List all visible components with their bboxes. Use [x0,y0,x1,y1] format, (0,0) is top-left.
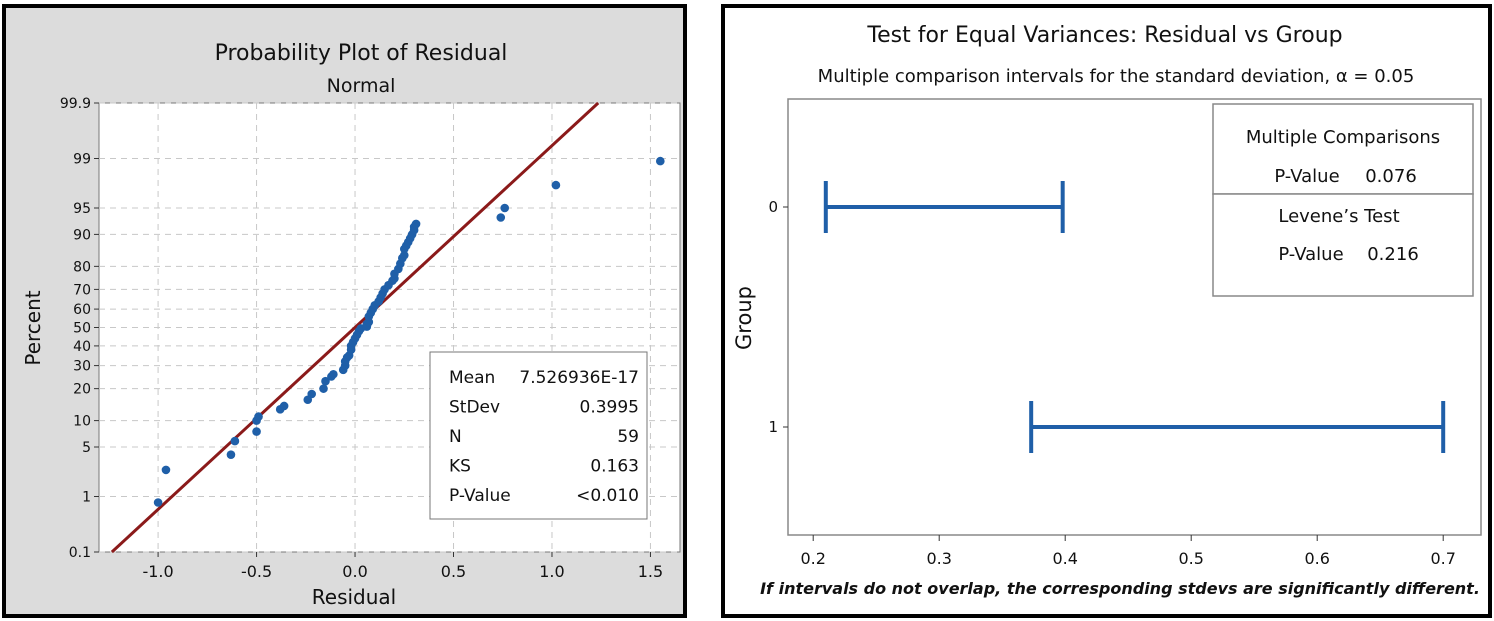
y-tick-labels: 0.1 1 5 10 20 30 40 50 60 70 80 90 95 99 99.9 [60,96,99,561]
data-point [319,384,328,393]
data-point [307,389,317,399]
y-axis-label: Percent [21,290,45,365]
probability-plot-panel: Probability Plot of Residual Normal 0.1 1… [2,4,687,618]
stats-value: 0.3995 [580,398,639,418]
intervals [823,181,1446,453]
stats-value: <0.010 [576,486,639,506]
data-point [329,369,338,379]
data-point [411,219,421,229]
data-point [226,450,236,459]
data-point [656,156,665,166]
stats-value: 7.526936E-17 [519,368,639,388]
y-tick-label: 80 [73,259,91,275]
x-tick-labels: 0.2 0.3 0.4 0.5 0.6 0.7 [800,535,1456,568]
y-axis-label: Group [732,286,756,350]
y-tick-label: 99.9 [60,96,91,112]
levenes-test-title: Levene’s Test [1278,206,1399,227]
y-tick-label: 90 [73,227,91,243]
x-tick-label: 0.5 [1178,549,1203,568]
stats-label: Mean [449,368,495,388]
data-point [496,213,506,222]
y-tick-label: 40 [73,339,91,355]
stats-label: StDev [449,398,500,418]
x-tick-label: 1.5 [638,562,663,581]
y-tick-label: 50 [73,321,91,337]
y-tick-label: 0.1 [69,545,91,561]
probability-plot-svg: Probability Plot of Residual Normal 0.1 1… [21,41,681,609]
stats-rows: Mean 7.526936E-17 StDev 0.3995 N 59 KS 0.163 P-V… [449,368,639,506]
y-tick-label: 0 [768,198,778,216]
y-tick-label: 5 [82,440,91,456]
stats-label: KS [449,457,471,477]
x-tick-labels: -1.0 -0.5 0.0 0.5 1.0 1.5 [142,552,663,581]
y-tick-labels: 01 [768,198,788,436]
data-point [252,427,261,436]
x-tick-label: 0.6 [1304,549,1329,568]
stats-value: 59 [617,427,639,447]
x-tick-label: 0.7 [1430,549,1455,568]
data-point [399,250,409,260]
x-tick-label: 0.2 [800,549,825,568]
data-point [230,436,240,446]
levenes-test-box [1212,193,1474,297]
chart-title: Probability Plot of Residual [215,41,508,66]
multiple-comparisons-box [1212,103,1474,195]
x-tick-label: 0.0 [342,562,367,581]
x-tick-label: -0.5 [241,562,272,581]
data-point [551,180,561,190]
y-tick-label: 99 [73,151,91,167]
data-point [321,376,330,386]
stats-value: 0.163 [590,457,639,477]
stats-label: P-Value [449,486,511,506]
y-tick-label: 20 [73,382,91,398]
y-tick-label: 1 [768,418,778,436]
y-tick-label: 70 [73,282,91,298]
data-point [279,401,289,411]
chart-subtitle: Normal [327,75,396,97]
chart-subtitle: Multiple comparison intervals for the st… [818,66,1415,87]
multiple-comparisons-value: 0.076 [1365,166,1417,187]
multiple-comparisons-label: P-Value [1274,166,1339,187]
y-tick-label: 60 [73,302,91,318]
y-tick-label: 95 [73,201,91,217]
data-points [153,156,665,507]
equal-variances-svg: Test for Equal Variances: Residual vs Gr… [732,23,1482,598]
x-tick-label: -1.0 [142,562,173,581]
fit-line [110,101,600,554]
x-tick-label: 0.3 [926,549,951,568]
y-tick-label: 10 [73,414,91,430]
multiple-comparisons-title: Multiple Comparisons [1246,127,1440,148]
y-tick-label: 30 [73,359,91,375]
data-point [500,203,510,213]
stats-label: N [449,427,462,447]
data-point [254,412,263,421]
chart-title: Test for Equal Variances: Residual vs Gr… [866,23,1342,48]
equal-variances-panel: Test for Equal Variances: Residual vs Gr… [721,4,1492,618]
levenes-test-label: P-Value [1278,244,1343,265]
data-point [161,465,171,475]
data-point [153,498,163,507]
x-tick-label: 0.4 [1052,549,1077,568]
footnote: If intervals do not overlap, the corresp… [760,579,1480,598]
x-tick-label: 0.5 [441,562,466,581]
levenes-test-value: 0.216 [1367,244,1419,265]
y-tick-label: 1 [82,490,91,506]
x-axis-label: Residual [312,585,396,609]
x-tick-label: 1.0 [539,562,564,581]
stats-box [429,351,648,520]
